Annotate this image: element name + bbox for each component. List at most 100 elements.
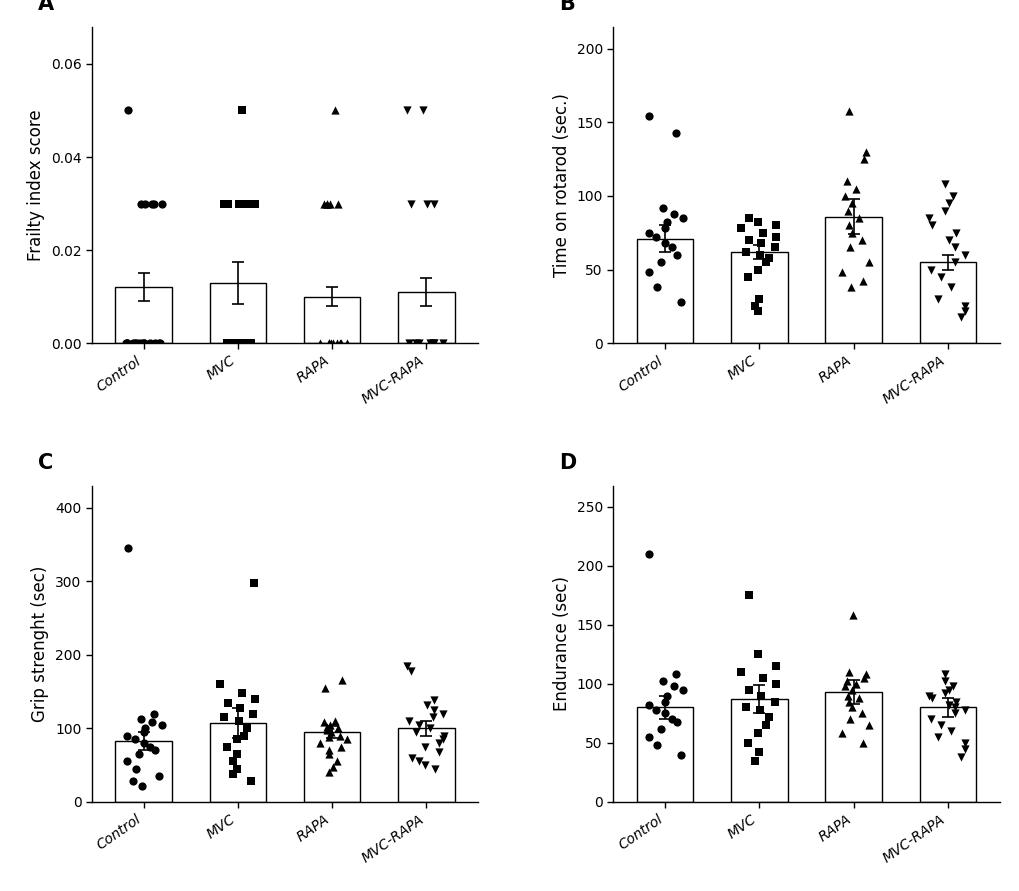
Point [843, 196, 859, 210]
Bar [304, 297, 360, 343]
Point [664, 207, 681, 221]
Point [133, 713, 150, 727]
Point [411, 755, 427, 769]
Point [654, 200, 671, 215]
Bar [918, 707, 975, 802]
Point [426, 693, 442, 707]
Bar [636, 707, 693, 802]
Point [667, 715, 684, 729]
Point [752, 689, 768, 703]
Point [946, 255, 962, 269]
Point [920, 689, 936, 703]
Point [408, 336, 424, 350]
Point [403, 664, 419, 678]
Y-axis label: Endurance (sec): Endurance (sec) [552, 576, 571, 711]
Point [228, 732, 245, 747]
Point [654, 674, 671, 689]
Point [754, 225, 770, 240]
Point [922, 263, 938, 277]
Point [840, 665, 856, 679]
Point [224, 336, 240, 350]
Point [664, 679, 681, 693]
Point [737, 245, 753, 259]
Point [117, 336, 133, 350]
Point [931, 718, 948, 732]
Bar [731, 252, 787, 343]
Point [766, 659, 783, 674]
Point [419, 196, 435, 210]
Point [923, 218, 940, 233]
Point [837, 679, 853, 693]
Point [940, 698, 956, 712]
Point [329, 721, 345, 735]
Point [656, 707, 673, 721]
Bar [115, 740, 172, 802]
Point [333, 674, 350, 688]
Point [320, 765, 336, 780]
Point [672, 295, 688, 309]
Point [640, 266, 656, 280]
Point [229, 747, 246, 761]
Point [952, 750, 968, 764]
Point [400, 714, 417, 728]
Point [435, 707, 451, 721]
Point [431, 745, 447, 759]
Point [752, 236, 768, 250]
Y-axis label: Frailty index score: Frailty index score [28, 109, 45, 261]
Point [339, 336, 356, 350]
Point [153, 717, 169, 732]
Point [833, 726, 849, 740]
Point [136, 336, 152, 350]
Point [956, 299, 972, 314]
Point [320, 730, 336, 744]
Point [842, 241, 858, 255]
Point [151, 769, 167, 783]
Point [737, 700, 753, 715]
Point [228, 336, 245, 350]
Point [317, 681, 333, 695]
Point [750, 292, 766, 307]
Point [648, 280, 664, 294]
Point [857, 144, 873, 159]
Point [147, 743, 163, 757]
Point [839, 203, 855, 217]
Point [640, 698, 656, 712]
Point [840, 694, 856, 708]
Point [419, 698, 435, 712]
Point [411, 336, 427, 350]
Bar [397, 292, 454, 343]
Point [844, 609, 860, 623]
Point [935, 203, 952, 217]
Point [231, 196, 248, 210]
Point [435, 336, 451, 350]
Point [757, 255, 773, 269]
Y-axis label: Time on rotarod (sec.): Time on rotarod (sec.) [552, 93, 571, 277]
Point [326, 103, 342, 118]
Bar [636, 239, 693, 343]
Point [235, 729, 252, 743]
Point [843, 700, 859, 715]
Point [427, 762, 443, 776]
Point [672, 748, 688, 762]
Point [851, 691, 867, 705]
Point [931, 270, 948, 284]
Text: D: D [558, 453, 576, 473]
Point [319, 723, 335, 737]
Point [740, 588, 756, 602]
Point [321, 336, 337, 350]
Point [152, 336, 168, 350]
Point [767, 676, 784, 691]
Point [153, 196, 169, 210]
Point [142, 336, 158, 350]
Point [312, 336, 328, 350]
Point [332, 729, 348, 743]
Point [666, 126, 683, 140]
Point [640, 110, 656, 124]
Point [663, 241, 680, 255]
Point [935, 674, 952, 689]
Point [127, 762, 144, 776]
Text: B: B [558, 0, 575, 14]
Point [640, 225, 656, 240]
Point [398, 103, 415, 118]
Point [766, 218, 783, 233]
